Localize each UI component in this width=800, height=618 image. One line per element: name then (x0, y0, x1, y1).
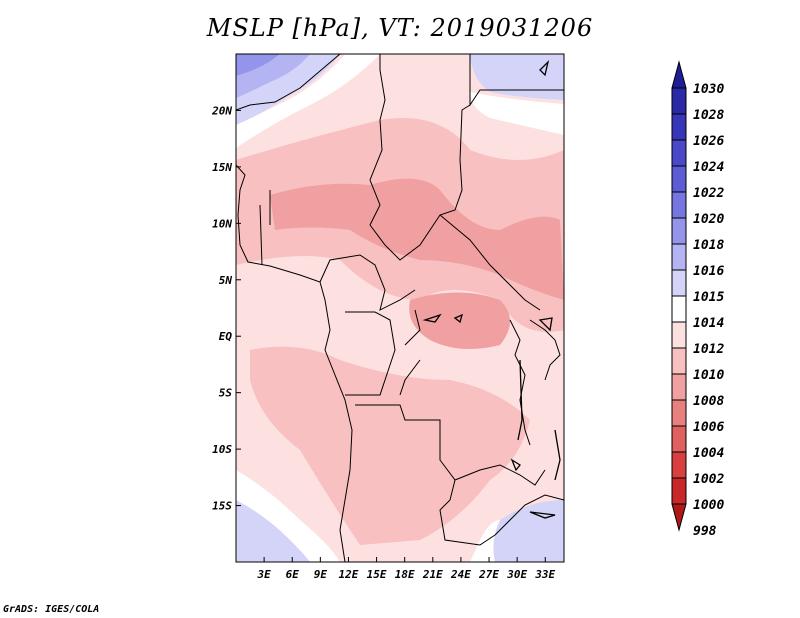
lake-central-2 (453, 313, 464, 324)
credit-text: GrADS: IGES/COLA (3, 604, 100, 615)
lake-tanganyika (517, 359, 523, 441)
y-tick-label: 5N (219, 274, 233, 287)
colorbar-segment (671, 321, 687, 349)
colorbar: 1030 1028 1026 1024 1022 1020 1018 1016 1015 1014… (671, 60, 724, 539)
colorbar-segment (671, 217, 687, 245)
colorbar-segment (671, 191, 687, 219)
colorbar-segment (671, 399, 687, 427)
x-tick-label: 6E (286, 568, 300, 581)
neutral-band-nw (236, 54, 380, 148)
border-lakes (509, 319, 531, 446)
colorbar-label: 1010 (693, 368, 724, 383)
coastlines-borders (236, 54, 564, 562)
colorbar-bottom-arrow (671, 503, 687, 532)
colorbar-segment (671, 243, 687, 271)
colorbar-segment (671, 295, 687, 323)
border-central-north (369, 54, 471, 261)
colorbar-label: 1018 (693, 238, 724, 253)
border-nw (236, 54, 341, 111)
x-tick-label: 33E (534, 568, 555, 581)
lake-ne (539, 59, 550, 77)
pressure-1008-north (270, 178, 564, 300)
lake-kariba (529, 511, 556, 519)
colorbar-segment (671, 113, 687, 141)
y-axis: 20N 15N 10N 5N EQ 5S 10S 15S (211, 104, 241, 513)
neutral-band-ne (470, 92, 564, 135)
border-drc-north (399, 309, 421, 396)
lake-malawi (554, 429, 561, 481)
colorbar-label: 1000 (693, 498, 724, 513)
colorbar-top-arrow (671, 60, 687, 89)
colorbar-label: 1020 (693, 212, 724, 227)
map-frame (235, 53, 565, 563)
colorbar-segment (671, 269, 687, 297)
border-congo (345, 311, 396, 396)
colorbar-label: 1016 (693, 264, 724, 279)
x-tick-label: 21E (422, 568, 443, 581)
lakes (422, 59, 561, 519)
y-tick-label: EQ (219, 330, 233, 343)
pressure-field (236, 54, 564, 562)
high-pressure-se (493, 500, 564, 562)
colorbar-label: 1002 (693, 472, 724, 487)
x-tick-label: 24E (450, 568, 471, 581)
high-pressure-sw (236, 500, 310, 562)
lake-central-1 (422, 313, 442, 323)
colorbar-label: 1024 (693, 160, 724, 175)
colorbar-label: 1022 (693, 186, 724, 201)
y-tick-label: 10S (212, 443, 232, 456)
colorbar-label: 1014 (693, 316, 724, 331)
x-tick-label: 30E (506, 568, 527, 581)
pressure-1010-south (250, 346, 530, 545)
colorbar-segment (671, 425, 687, 453)
colorbar-segment (671, 347, 687, 375)
colorbar-label: 1026 (693, 134, 724, 149)
x-tick-label: 3E (256, 568, 271, 581)
y-tick-label: 10N (212, 217, 232, 230)
y-tick-label: 5S (219, 387, 233, 400)
colorbar-segment (671, 477, 687, 505)
chart-title: MSLP [hPa], VT: 2019031206 (206, 14, 594, 42)
colorbar-label: 1006 (693, 420, 724, 435)
y-tick-label: 15N (212, 161, 232, 174)
x-tick-label: 18E (395, 568, 415, 581)
border-zambia (454, 464, 546, 486)
pressure-1008-center (409, 292, 510, 349)
colorbar-label: 1008 (693, 394, 724, 409)
x-tick-label: 9E (314, 568, 328, 581)
x-tick-label: 15E (367, 568, 387, 581)
border-east (439, 214, 541, 311)
colorbar-label: 1015 (693, 290, 724, 305)
x-tick-label: 12E (339, 568, 359, 581)
x-axis: 3E 6E 9E 12E 15E 18E 21E 24E 27E 30E 33E (256, 557, 556, 581)
neutral-band-se (470, 520, 500, 562)
border-south-east (494, 494, 564, 536)
colorbar-label: 1030 (693, 82, 724, 97)
colorbar-segment (671, 87, 687, 115)
high-pressure-nw-inner (236, 54, 280, 76)
west-coastline (236, 164, 353, 562)
x-tick-label: 27E (478, 568, 499, 581)
colorbar-segment (671, 451, 687, 479)
colorbar-segment (671, 139, 687, 167)
border-central (319, 254, 416, 311)
border-ne (469, 54, 564, 107)
high-pressure-ne (470, 54, 564, 100)
colorbar-label: 1012 (693, 342, 724, 357)
colorbar-label: 1004 (693, 446, 724, 461)
colorbar-segment (671, 373, 687, 401)
border-west-inner (259, 190, 271, 266)
lake-victoria (538, 317, 553, 332)
y-tick-label: 15S (212, 500, 232, 513)
lake-mweru (510, 458, 521, 472)
border-uganda-kenya (529, 319, 561, 381)
colorbar-segment (671, 165, 687, 193)
colorbar-label: 1028 (693, 108, 724, 123)
colorbar-label: 998 (693, 524, 717, 539)
y-tick-label: 20N (211, 104, 232, 117)
